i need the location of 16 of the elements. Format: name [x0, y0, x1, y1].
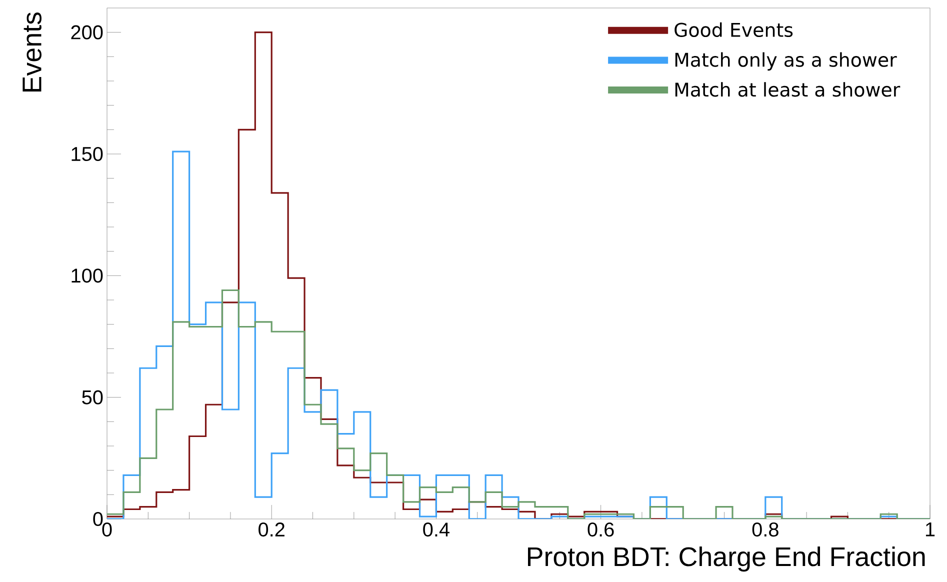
- legend-label: Match at least a shower: [675, 82, 900, 97]
- y-axis-title: Events: [22, 12, 42, 92]
- x-tick-label: 0.4: [423, 522, 450, 537]
- legend-label: Match only as a shower: [675, 52, 897, 71]
- x-tick-label: 0.8: [752, 522, 778, 537]
- x-tick-label: 0.6: [588, 522, 614, 537]
- y-tick-label: 50: [82, 390, 103, 404]
- x-axis-title: Proton BDT: Charge End Fraction: [528, 546, 925, 572]
- x-tick-label: 1: [926, 522, 935, 536]
- y-tick-label: 0: [93, 512, 103, 526]
- y-tick-label: 100: [72, 268, 103, 283]
- y-tick-label: 150: [72, 146, 103, 162]
- legend-label: Good Events: [674, 22, 793, 38]
- x-tick-label: 0: [102, 522, 112, 537]
- x-tick-label: 0.2: [258, 522, 284, 537]
- y-tick-label: 200: [71, 25, 103, 40]
